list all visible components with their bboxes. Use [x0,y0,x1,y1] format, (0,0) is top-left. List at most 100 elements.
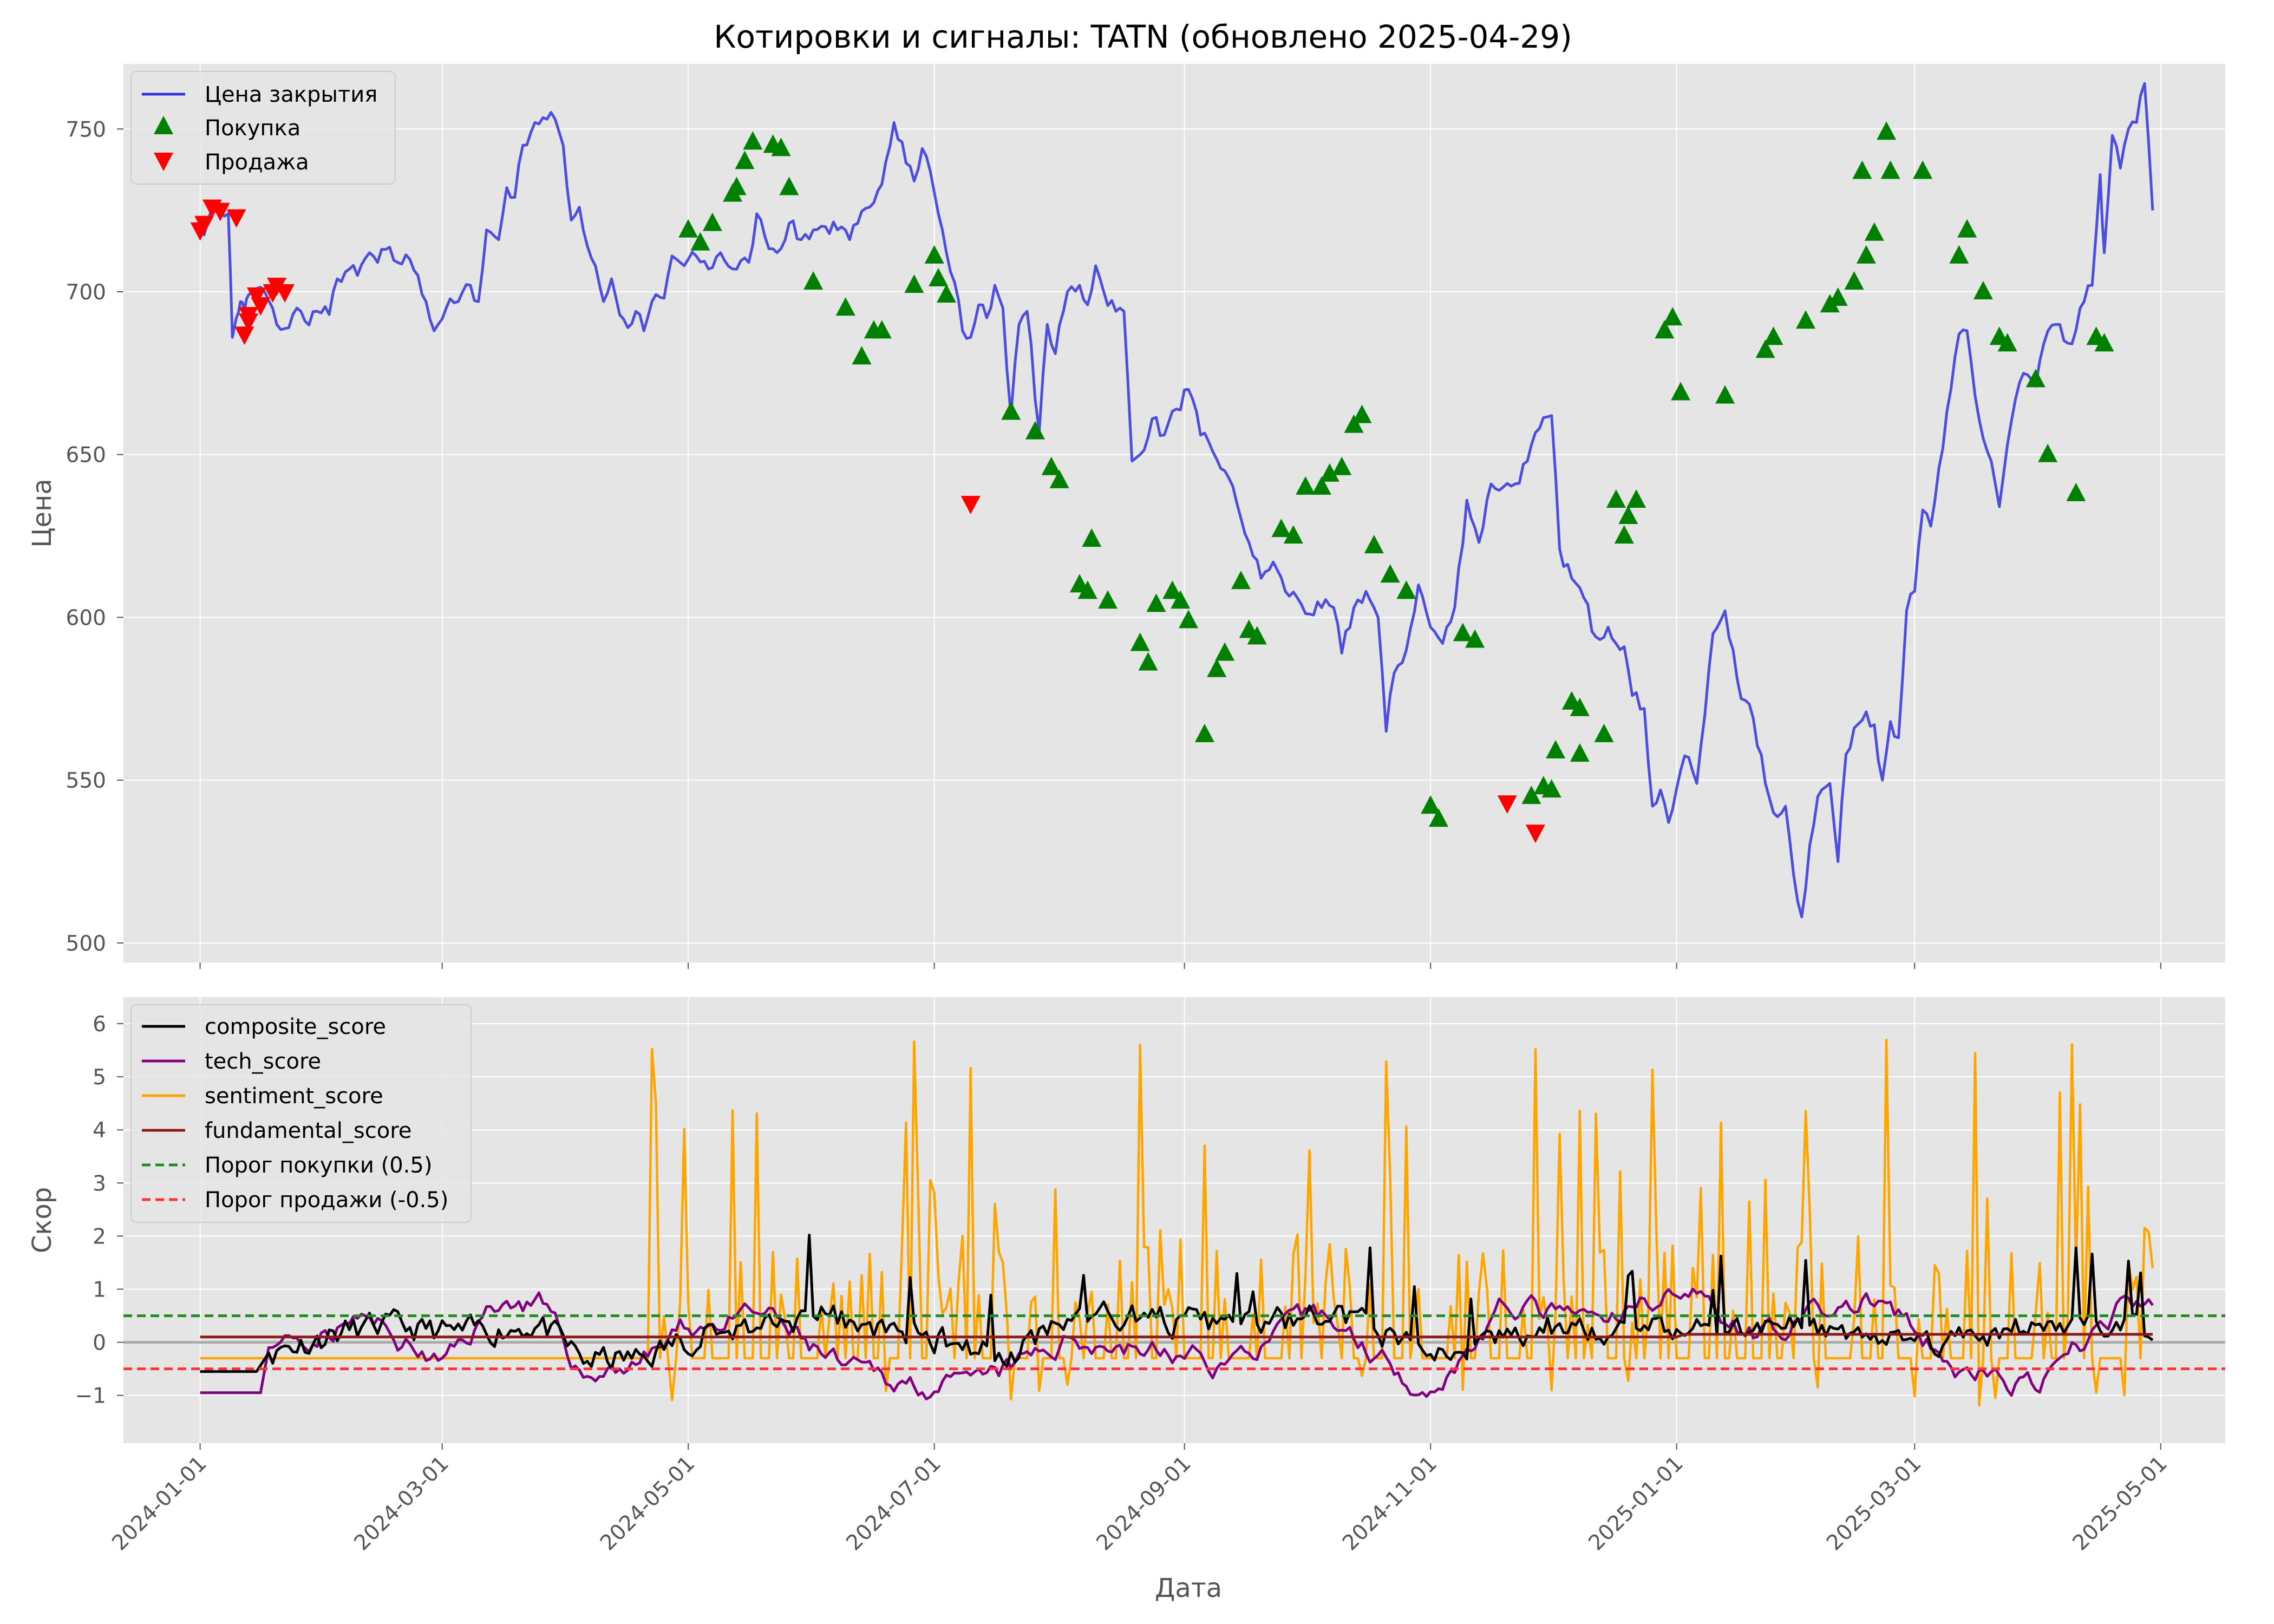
price-y-axis-label: Цена [27,479,57,548]
buy-signal-marker [1880,160,1900,179]
buy-signal-marker [779,176,799,195]
score-y-tick-label: 4 [93,1118,106,1143]
buy-signal-marker [1957,219,1977,238]
chart-title: Котировки и сигналы: TATN (обновлено 202… [714,18,1572,55]
buy-signal-marker [937,284,957,303]
buy-signal-marker [1465,629,1485,648]
buy-signal-marker [2094,333,2114,352]
buy-signal-marker [1949,245,1969,264]
x-axis-label: Дата [1155,1573,1222,1603]
buy-signal-marker [904,274,924,293]
buy-signal-marker [1082,528,1102,547]
legend-fundamental-label: fundamental_score [205,1118,411,1143]
buy-signal-marker [835,297,855,316]
sell-signal-marker [194,215,214,234]
price-y-tick-label: 700 [66,280,106,305]
buy-signal-marker [1429,808,1449,827]
buy-signal-marker [1179,610,1199,628]
fundamental-score-line [200,1333,2153,1339]
buy-signal-marker [1796,310,1816,329]
buy-signal-marker [1319,463,1339,482]
buy-signal-marker [1606,489,1626,508]
buy-signal-marker [1296,476,1316,495]
buy-signal-marker [1755,339,1775,358]
buy-signal-marker [1162,580,1182,599]
price-grid [123,64,2225,962]
buy-signal-marker [1828,287,1848,306]
buy-signal-marker [735,150,755,169]
score-y-ticks: −1 0 1 2 3 4 5 6 [75,1012,123,1409]
buy-signal-marker [1521,785,1541,804]
buy-signal-marker [1626,489,1646,508]
buy-signal-marker [1973,281,1993,300]
buy-signal-marker [1171,590,1191,609]
buy-signal-marker [1715,385,1735,404]
legend-sell-threshold-label: Порог продажи (-0.5) [205,1188,448,1213]
score-y-axis-label: Скор [27,1187,57,1253]
score-series-layer [123,1038,2225,1407]
buy-signal-marker [2066,482,2086,501]
score-y-tick-label: 2 [93,1224,106,1249]
buy-signal-marker [1997,333,2017,352]
signal-markers-layer [190,121,2114,843]
buy-signal-marker [1913,160,1933,179]
price-y-tick-label: 500 [66,932,106,956]
buy-signal-marker [690,232,710,251]
composite-score-line [200,1234,2154,1373]
buy-signal-marker [1570,743,1590,762]
sell-signal-marker [246,287,266,306]
buy-signal-marker [702,212,722,231]
price-y-tick-label: 750 [66,117,106,142]
buy-signal-marker [1380,564,1400,583]
legend-buy-marker-icon [154,116,173,134]
buy-signal-marker [1864,222,1884,241]
score-y-tick-label: 0 [93,1331,106,1355]
sell-signal-marker [210,202,230,221]
buy-signal-marker [1763,326,1783,345]
legend-composite-label: composite_score [205,1014,386,1039]
buy-signal-marker [1663,307,1683,326]
buy-signal-marker [1247,626,1267,645]
price-legend: Цена закрытия Покупка Продажа [130,71,396,185]
sell-signal-marker [251,297,271,316]
buy-signal-marker [1098,590,1118,609]
sell-signal-marker [226,209,246,228]
buy-signal-marker [1231,571,1251,590]
buy-signal-marker [1077,580,1097,599]
buy-signal-marker [929,267,949,286]
legend-buy-label: Покупка [205,116,300,141]
buy-signal-marker [803,271,824,290]
buy-signal-marker [1614,525,1634,544]
price-y-tick-label: 600 [66,606,106,630]
buy-signal-marker [1453,623,1473,641]
buy-signal-marker [1396,580,1416,599]
buy-signal-marker [872,320,892,339]
buy-signal-marker [1877,121,1897,140]
buy-signal-marker [1194,723,1214,742]
sell-signal-marker [960,495,981,514]
score-legend-frame [130,1004,472,1223]
buy-signal-marker [1570,697,1590,716]
sell-signal-marker [1525,824,1545,843]
close-price-line [199,82,2154,919]
buy-signal-marker [743,131,763,150]
legend-sentiment-label: sentiment_score [205,1084,383,1109]
buy-signal-marker [1594,723,1614,742]
sell-signal-marker [275,284,295,303]
sell-signal-marker [238,307,258,326]
buy-signal-marker [1421,795,1441,814]
score-y-tick-label: 5 [93,1065,106,1090]
buy-signal-marker [1655,320,1675,339]
legend-price-label: Цена закрытия [205,82,377,107]
score-y-tick-label: 6 [93,1012,106,1037]
buy-signal-marker [924,245,944,264]
buy-signal-marker [2025,369,2046,388]
buy-signal-marker [1546,740,1566,759]
price-series-layer [199,82,2154,919]
legend-sell-marker-icon [154,153,173,171]
buy-signal-marker [771,137,791,156]
buy-signal-marker [1344,414,1364,433]
buy-signal-marker [1025,421,1045,440]
buy-signal-marker [1332,456,1352,475]
